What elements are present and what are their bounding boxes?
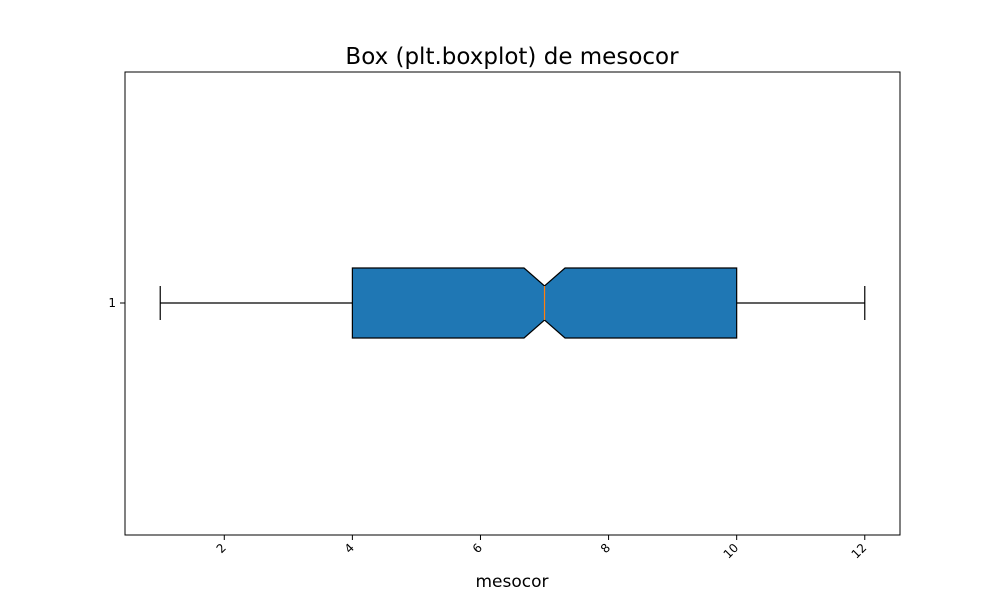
- x-tick-label: 4: [342, 541, 357, 556]
- x-tick-label: 2: [214, 541, 229, 556]
- x-tick-label: 8: [598, 541, 613, 556]
- plot-frame: [124, 71, 901, 536]
- x-tick-label: 6: [470, 541, 485, 556]
- plot-area: 2 4 6 8 10 12 1: [108, 267, 870, 562]
- x-tick-label: 10: [721, 541, 742, 562]
- chart-title: Box (plt.boxplot) de mesocor: [345, 44, 679, 70]
- x-tick-label: 12: [849, 541, 870, 562]
- y-tick-label: 1: [108, 296, 116, 310]
- x-axis-label: mesocor: [475, 572, 548, 592]
